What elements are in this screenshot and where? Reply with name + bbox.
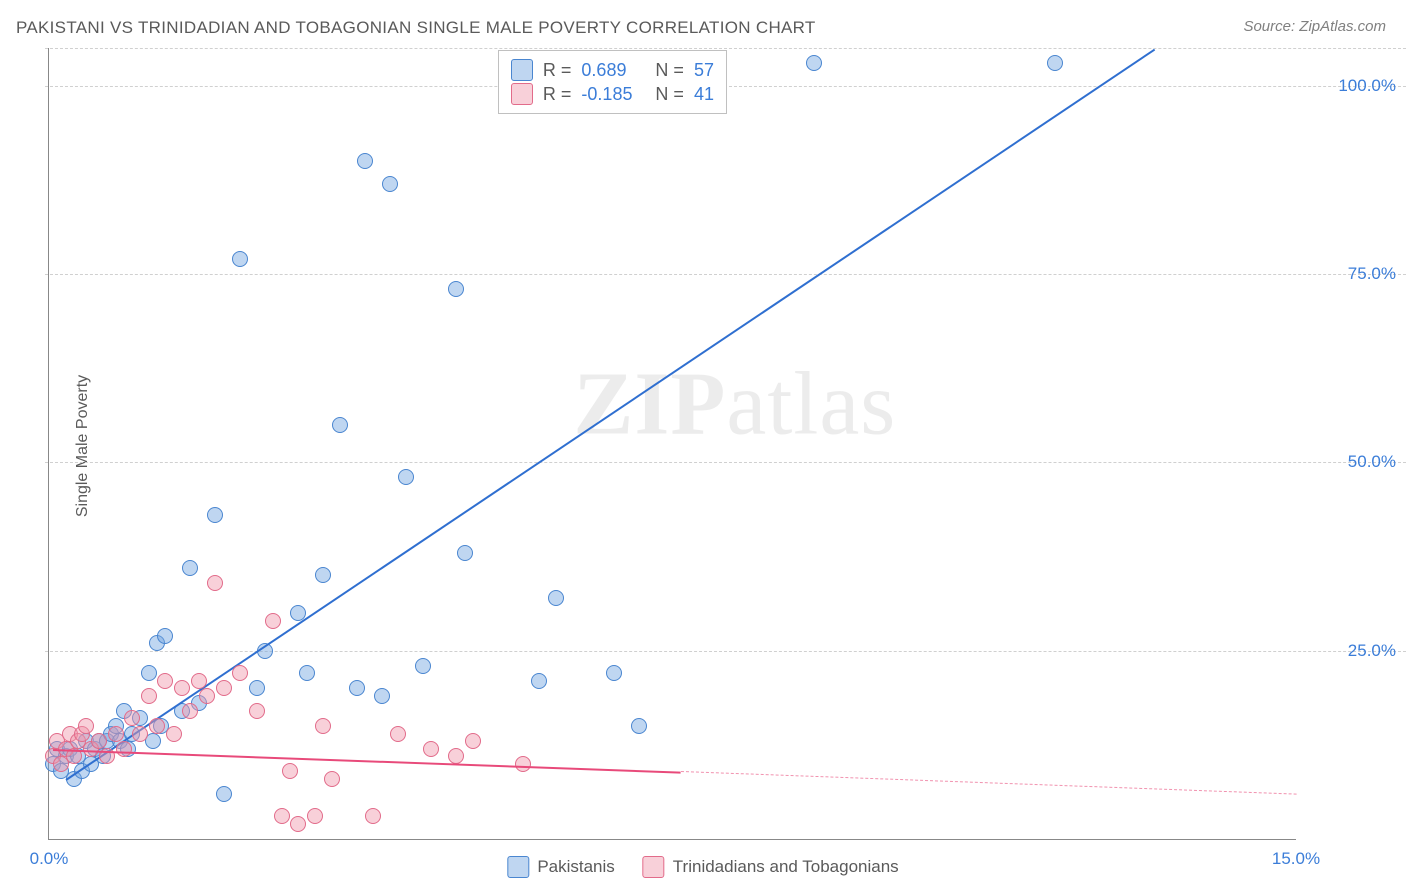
legend-swatch-icon: [507, 856, 529, 878]
data-point: [448, 748, 464, 764]
data-point: [232, 665, 248, 681]
y-tick-label: 100.0%: [1306, 76, 1396, 96]
legend-item-pakistanis: Pakistanis: [507, 856, 614, 878]
data-point: [465, 733, 481, 749]
data-point: [324, 771, 340, 787]
data-point: [274, 808, 290, 824]
source-label: Source: ZipAtlas.com: [1243, 18, 1386, 35]
n-value: 57: [694, 60, 714, 81]
trend-line: [53, 749, 681, 774]
gridline: [45, 462, 1406, 463]
data-point: [457, 545, 473, 561]
data-point: [116, 741, 132, 757]
watermark: ZIPatlas: [573, 352, 896, 455]
legend-label: Trinidadians and Tobagonians: [673, 857, 899, 877]
data-point: [531, 673, 547, 689]
r-label: R =: [543, 60, 572, 81]
data-point: [249, 703, 265, 719]
data-point: [91, 733, 107, 749]
data-point: [249, 680, 265, 696]
r-value: -0.185: [581, 84, 645, 105]
data-point: [232, 251, 248, 267]
data-point: [174, 680, 190, 696]
series-legend: Pakistanis Trinidadians and Tobagonians: [507, 856, 898, 878]
data-point: [606, 665, 622, 681]
gridline: [45, 651, 1406, 652]
data-point: [332, 417, 348, 433]
data-point: [191, 673, 207, 689]
data-point: [315, 567, 331, 583]
n-label: N =: [655, 84, 684, 105]
data-point: [182, 703, 198, 719]
data-point: [357, 153, 373, 169]
data-point: [132, 726, 148, 742]
data-point: [515, 756, 531, 772]
y-tick-label: 75.0%: [1306, 264, 1396, 284]
data-point: [415, 658, 431, 674]
data-point: [1047, 55, 1063, 71]
data-point: [398, 469, 414, 485]
data-point: [382, 176, 398, 192]
x-tick-label: 15.0%: [1272, 849, 1320, 869]
data-point: [108, 726, 124, 742]
trend-line: [681, 771, 1296, 795]
data-point: [806, 55, 822, 71]
data-point: [374, 688, 390, 704]
data-point: [124, 710, 140, 726]
gridline: [45, 48, 1406, 49]
data-point: [307, 808, 323, 824]
gridline: [45, 274, 1406, 275]
legend-swatch-icon: [511, 59, 533, 81]
data-point: [207, 575, 223, 591]
data-point: [349, 680, 365, 696]
legend-swatch-icon: [643, 856, 665, 878]
data-point: [290, 816, 306, 832]
data-point: [141, 665, 157, 681]
data-point: [548, 590, 564, 606]
r-value: 0.689: [581, 60, 645, 81]
correlation-chart: PAKISTANI VS TRINIDADIAN AND TOBAGONIAN …: [0, 0, 1406, 892]
chart-title: PAKISTANI VS TRINIDADIAN AND TOBAGONIAN …: [16, 18, 816, 38]
data-point: [182, 560, 198, 576]
x-tick-label: 0.0%: [30, 849, 69, 869]
data-point: [157, 673, 173, 689]
stats-row: R = -0.185 N = 41: [511, 83, 714, 105]
stats-row: R = 0.689 N = 57: [511, 59, 714, 81]
plot-area: ZIPatlas 25.0%50.0%75.0%100.0%0.0%15.0%R…: [48, 48, 1296, 840]
data-point: [365, 808, 381, 824]
data-point: [216, 680, 232, 696]
data-point: [315, 718, 331, 734]
legend-label: Pakistanis: [537, 857, 614, 877]
data-point: [141, 688, 157, 704]
data-point: [216, 786, 232, 802]
data-point: [166, 726, 182, 742]
data-point: [265, 613, 281, 629]
data-point: [199, 688, 215, 704]
legend-item-trinidadians: Trinidadians and Tobagonians: [643, 856, 899, 878]
data-point: [282, 763, 298, 779]
y-tick-label: 50.0%: [1306, 452, 1396, 472]
legend-swatch-icon: [511, 83, 533, 105]
data-point: [157, 628, 173, 644]
n-label: N =: [655, 60, 684, 81]
data-point: [390, 726, 406, 742]
data-point: [78, 718, 94, 734]
n-value: 41: [694, 84, 714, 105]
stats-legend: R = 0.689 N = 57 R = -0.185 N = 41: [498, 50, 727, 114]
data-point: [631, 718, 647, 734]
data-point: [299, 665, 315, 681]
y-tick-label: 25.0%: [1306, 641, 1396, 661]
r-label: R =: [543, 84, 572, 105]
data-point: [149, 718, 165, 734]
data-point: [448, 281, 464, 297]
data-point: [207, 507, 223, 523]
data-point: [423, 741, 439, 757]
